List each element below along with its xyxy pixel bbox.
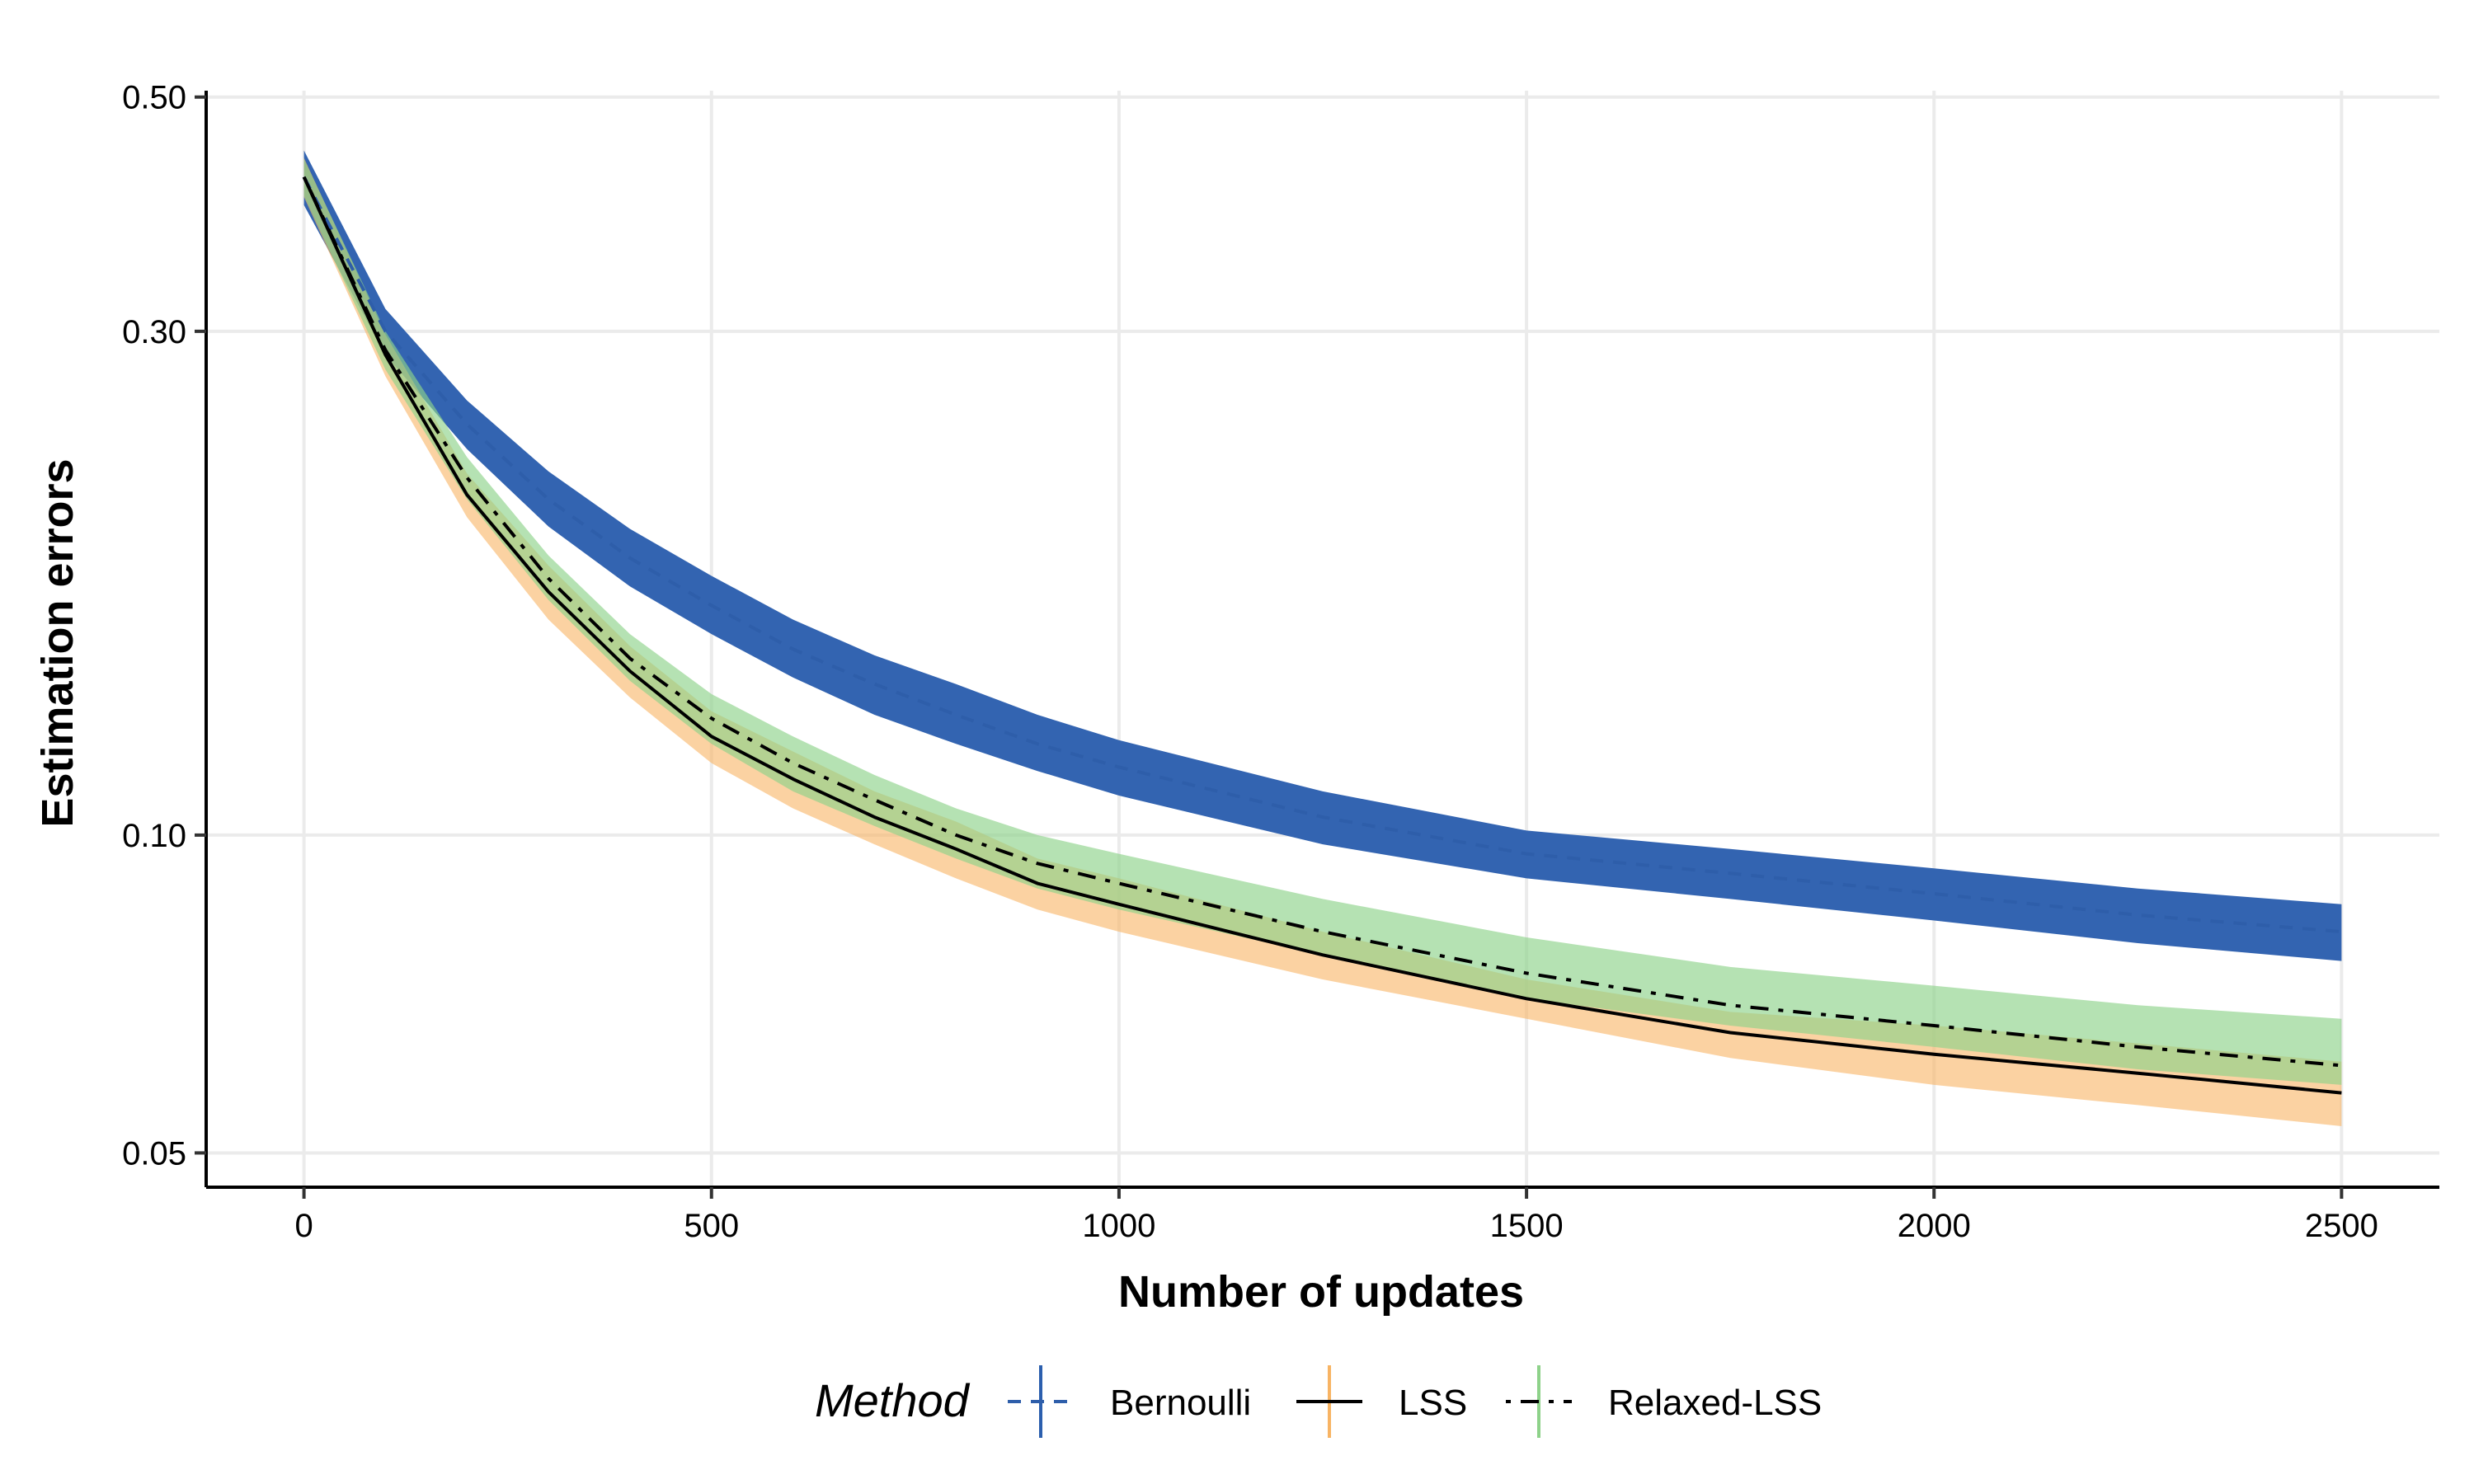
y-tick-label: 0.30	[122, 314, 186, 350]
y-tick-label: 0.05	[122, 1135, 186, 1172]
legend-item-lss: LSS	[1296, 1365, 1467, 1438]
x-axis-title: Number of updates	[1118, 1267, 1524, 1317]
x-tick-label: 1500	[1490, 1208, 1564, 1244]
axes: 0 500 1000 1500 2000 2500 0.05 0.10 0.30 0.50	[122, 80, 2439, 1244]
line-bernoulli	[302, 176, 2342, 934]
legend-label: LSS	[1399, 1383, 1467, 1423]
line-lss	[302, 176, 2342, 1095]
line-relaxed-lss	[302, 176, 2342, 1068]
series-lines	[302, 176, 2342, 1095]
y-tick-label: 0.50	[122, 80, 186, 116]
legend-title: Method	[815, 1374, 971, 1426]
band-relaxed-lss	[303, 158, 2342, 1085]
legend-label: Bernoulli	[1110, 1383, 1251, 1423]
confidence-bands	[303, 150, 2342, 1126]
legend: Method Bernoulli LSS Relaxed-LSS	[815, 1365, 1822, 1438]
x-tick-label: 500	[684, 1208, 739, 1244]
legend-items: Bernoulli LSS Relaxed-LSS	[1008, 1365, 1822, 1438]
grid	[206, 91, 2439, 1187]
x-tick-label: 1000	[1082, 1208, 1155, 1244]
y-axis-title: Estimation errors	[33, 458, 82, 827]
legend-item-bernoulli: Bernoulli	[1008, 1365, 1251, 1438]
x-tick-label: 0	[294, 1208, 313, 1244]
legend-item-relaxed-lss: Relaxed-LSS	[1506, 1365, 1822, 1438]
x-tick-label: 2500	[2305, 1208, 2378, 1244]
band-bernoulli	[303, 150, 2342, 961]
x-tick-label: 2000	[1898, 1208, 1971, 1244]
legend-label: Relaxed-LSS	[1608, 1383, 1822, 1423]
y-tick-label: 0.10	[122, 818, 186, 854]
